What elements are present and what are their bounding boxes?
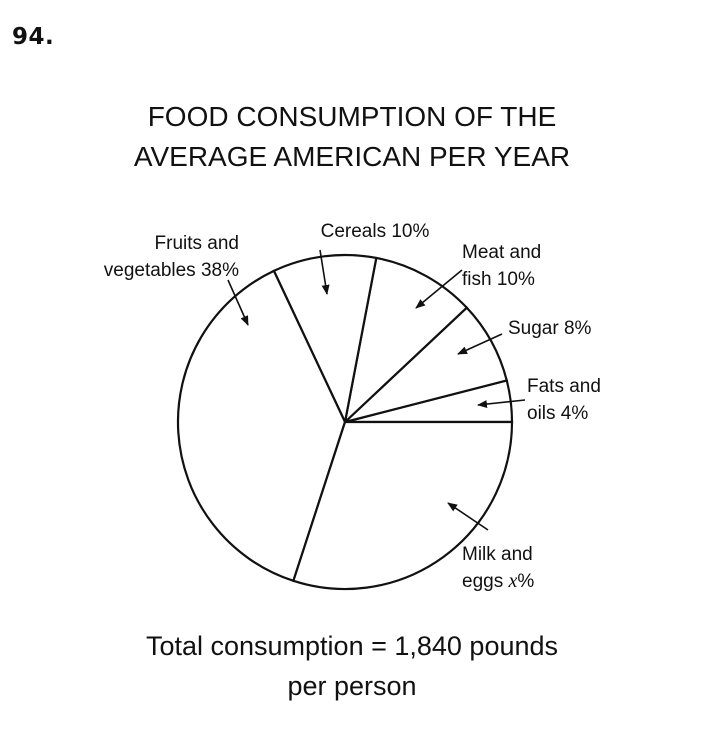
- pie-slice-5: [176, 269, 347, 583]
- slice-label-4-line-1: Cereals 10%: [321, 221, 430, 242]
- slice-label-5: Fruits and vegetables 38%: [104, 233, 239, 281]
- slice-label-6-line-2: eggs x%: [462, 570, 534, 592]
- pie-slice-3: [343, 256, 469, 426]
- chart-title-line-2: AVERAGE AMERICAN PER YEAR: [133, 141, 571, 172]
- slice-label-1: Fats and oils 4%: [527, 376, 601, 424]
- slice-label-suffix: %: [517, 571, 534, 592]
- pie-slice-4: [272, 253, 378, 426]
- slice-arrow-5: [227, 279, 249, 326]
- slice-label-6: Milk and eggs x%: [462, 544, 534, 592]
- slice-label-6-line-1: Milk and: [462, 544, 533, 565]
- footer-line-1: Total consumption = 1,840 pounds: [145, 631, 559, 661]
- slice-label-3-line-1: Meat and: [462, 242, 541, 263]
- slice-labels: Fats and oils 4% Sugar 8% Meat and fish 10% C…: [104, 221, 601, 592]
- slice-arrow-3: [415, 269, 463, 309]
- slice-label-3-line-2: fish 10%: [462, 269, 535, 290]
- slice-arrows: [227, 249, 526, 531]
- slice-label-1-line-1: Fats and: [527, 376, 601, 397]
- slice-label-2-line-1: Sugar 8%: [508, 318, 592, 339]
- problem-number: 94.: [12, 24, 55, 50]
- slice-label-4: Cereals 10%: [321, 221, 430, 242]
- chart-title-line-1: FOOD CONSUMPTION OF THE: [147, 101, 557, 132]
- slice-label-2: Sugar 8%: [508, 318, 592, 339]
- slice-label-variable: x: [507, 570, 517, 592]
- slice-label-5-line-1: Fruits and: [155, 233, 239, 254]
- pie-slice-6: [292, 420, 514, 591]
- slice-arrow-1: [477, 399, 526, 409]
- slice-arrow-2: [457, 333, 503, 355]
- slice-arrow-6: [447, 502, 489, 531]
- footer-line-2: per person: [287, 671, 417, 701]
- slice-label-1-line-2: oils 4%: [527, 403, 588, 424]
- pie-slices: [176, 253, 514, 591]
- slice-label-5-line-2: vegetables 38%: [104, 260, 239, 281]
- slice-arrow-4: [319, 249, 330, 295]
- slice-label-3: Meat and fish 10%: [462, 242, 541, 290]
